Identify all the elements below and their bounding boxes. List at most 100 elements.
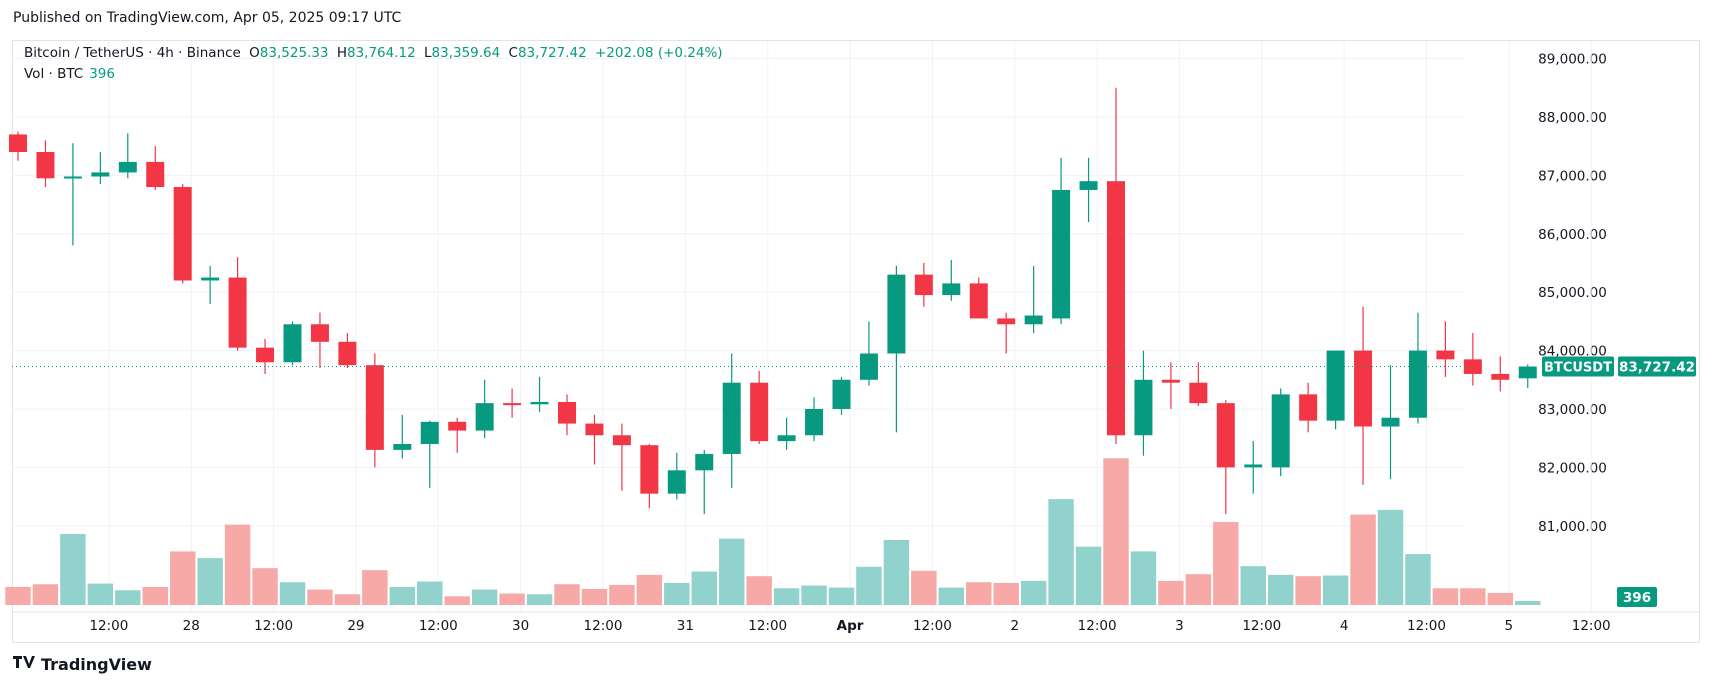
candle-body (1161, 379, 1180, 383)
volume-bar (224, 524, 251, 605)
candle-body (310, 324, 329, 342)
volume-bar (32, 584, 59, 605)
volume-bar (664, 582, 690, 605)
volume-legend: Vol · BTC 396 (24, 66, 115, 82)
volume-bar (279, 582, 306, 605)
candle-body (36, 151, 55, 179)
volume-bar (691, 571, 717, 605)
tradingview-logo[interactable]: TradingView (13, 655, 152, 674)
volume-bar (526, 594, 553, 605)
volume-bar (1322, 575, 1349, 605)
volume-bar (499, 593, 525, 605)
candle-body (969, 283, 988, 319)
candle-body (914, 274, 933, 296)
x-tick-label: 12:00 (419, 618, 458, 634)
candle-body (420, 421, 439, 445)
volume-bar (362, 570, 388, 605)
candle-body (91, 172, 110, 177)
open-value: 83,525.33 (259, 45, 329, 61)
high-label: H (336, 45, 347, 61)
candle-body (118, 161, 137, 173)
volume-badge (1617, 587, 1657, 607)
candle-body (777, 435, 796, 442)
x-tick-label: 12:00 (584, 618, 623, 634)
candle-body (695, 453, 714, 471)
volume-bar (389, 586, 416, 605)
volume-bar (773, 588, 800, 605)
x-tick-label: 29 (347, 618, 364, 634)
volume-bar (252, 568, 278, 605)
candle-body (1107, 181, 1125, 436)
x-tick-label: 30 (512, 618, 529, 634)
candle-body (63, 176, 82, 179)
volume-bar (60, 533, 86, 605)
tradingview-logo-text: TradingView (41, 655, 152, 674)
volume-bar (911, 570, 937, 605)
symbol-label[interactable]: Bitcoin / TetherUS · 4h · Binance (24, 45, 241, 61)
volume-bar (307, 589, 333, 605)
close-label: C (508, 45, 518, 61)
volume-bar (1295, 576, 1321, 605)
volume-bar (1460, 588, 1486, 605)
y-tick-label: 86,000.00 (1538, 227, 1607, 243)
candle-body (942, 283, 961, 296)
chart-legend: Bitcoin / TetherUS · 4h · Binance O83,52… (24, 45, 727, 61)
candle-body (750, 382, 769, 442)
volume-bar (801, 585, 827, 605)
candle-body (832, 379, 851, 409)
candle-body (1436, 350, 1455, 360)
x-tick-label: 2 (1010, 618, 1019, 634)
candle-body (228, 277, 247, 348)
candle-body (1079, 181, 1098, 190)
y-tick-label: 81,000.00 (1538, 519, 1607, 535)
x-tick-label: 12:00 (89, 618, 128, 634)
volume-bar (1020, 580, 1047, 605)
candle-body (1491, 373, 1510, 380)
volume-bar (966, 582, 992, 605)
x-tick-label: 12:00 (1572, 618, 1611, 634)
y-tick-label: 85,000.00 (1538, 285, 1607, 301)
volume-bar (746, 576, 772, 605)
candle-body (1354, 350, 1373, 427)
volume-bar (1350, 514, 1376, 605)
y-tick-label: 83,000.00 (1538, 402, 1607, 418)
candle-body (1518, 366, 1537, 379)
volume-bar (856, 566, 882, 605)
y-tick-label: 82,000.00 (1538, 460, 1607, 476)
volume-bar (197, 558, 223, 605)
candle-body (201, 277, 220, 281)
volume-bar (444, 596, 470, 605)
volume-bar (1487, 592, 1514, 605)
candle-body (558, 401, 576, 424)
low-value: 83,359.64 (431, 45, 501, 61)
volume-bar (718, 538, 745, 605)
volume-bar (828, 587, 855, 605)
candle-body (667, 470, 686, 494)
x-tick-label: 12:00 (254, 618, 293, 634)
candle-body (1189, 382, 1208, 404)
x-tick-label: 4 (1340, 618, 1349, 634)
volume-legend-label[interactable]: Vol · BTC (24, 66, 84, 82)
candle-body (448, 421, 467, 431)
x-tick-label: 12:00 (1407, 618, 1446, 634)
volume-bar (993, 582, 1019, 605)
candle-body (1134, 379, 1153, 436)
candle-body (1052, 189, 1071, 319)
candle-body (393, 444, 412, 450)
volume-bar (1075, 546, 1102, 605)
volume-bar (1158, 580, 1184, 605)
volume-bar (1048, 499, 1074, 605)
volume-badge-label: 396 (1623, 590, 1651, 606)
volume-bar (5, 586, 31, 605)
tradingview-logo-icon (13, 655, 35, 674)
candle-body (9, 134, 27, 152)
volume-bar (87, 583, 114, 605)
candle-body (887, 274, 906, 354)
volume-bar (115, 590, 141, 605)
volume-bar (1432, 588, 1459, 605)
candle-body (503, 403, 522, 406)
candle-body (173, 187, 192, 281)
candle-body (1244, 464, 1263, 468)
candle-body (475, 403, 494, 431)
